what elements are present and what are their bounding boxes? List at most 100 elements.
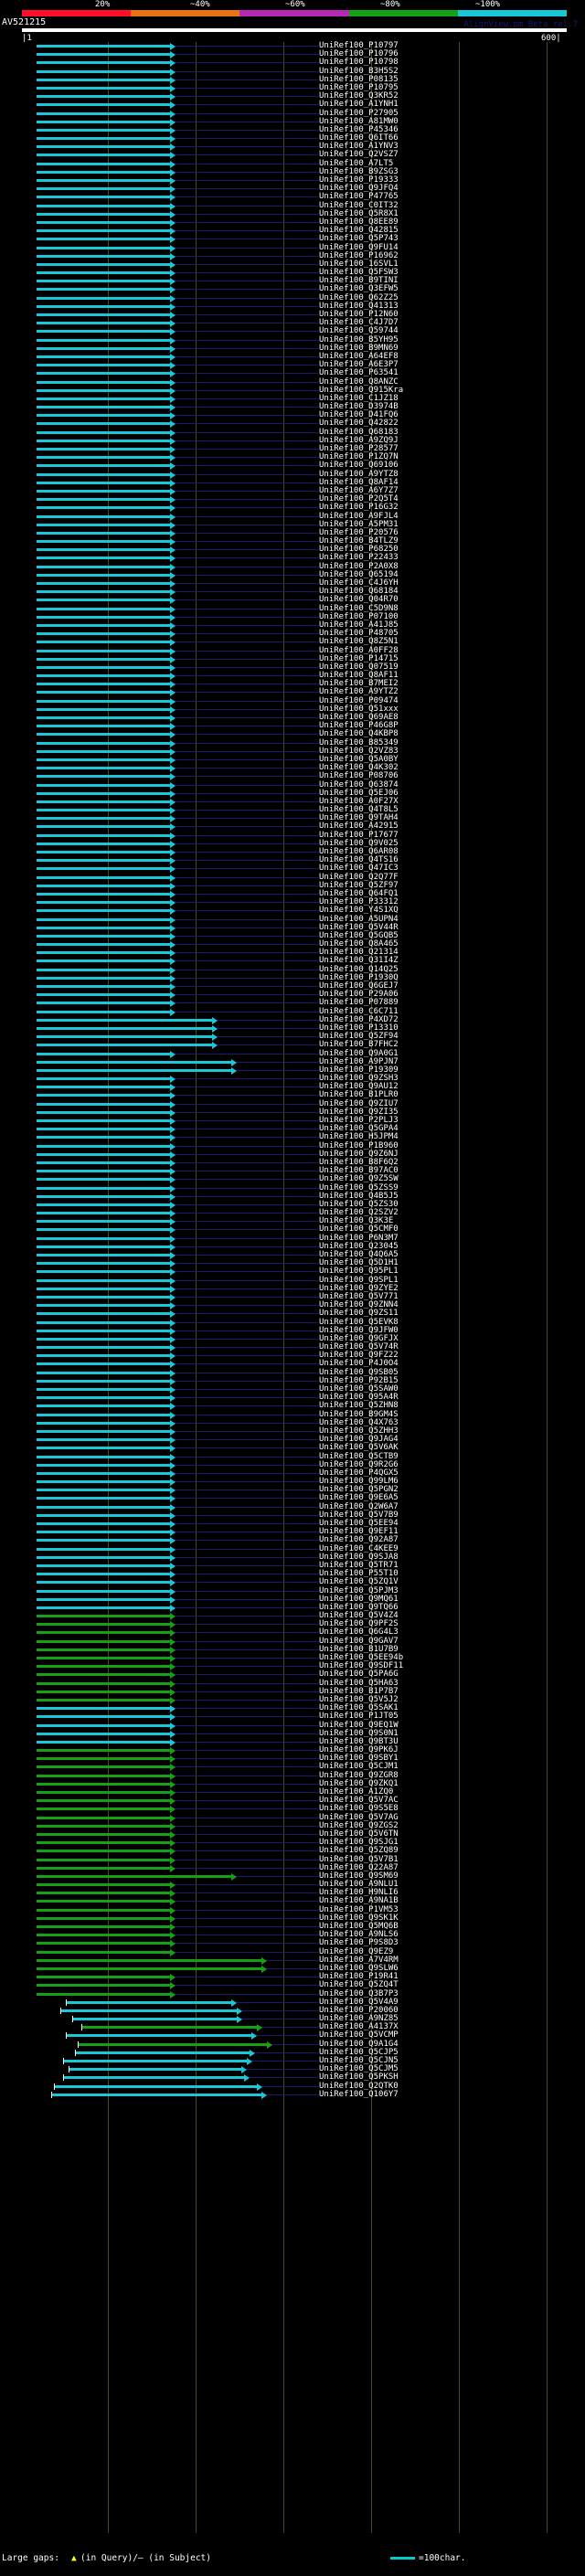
hit-label[interactable]: UniRef100_D41FQ6: [319, 410, 399, 420]
hit-bar[interactable]: [37, 1639, 170, 1643]
table-row[interactable]: UniRef100_A1ZQ0: [0, 1787, 585, 1797]
hit-label[interactable]: UniRef100_C4J6YH: [319, 578, 399, 588]
table-row[interactable]: UniRef100_B3H5S2: [0, 67, 585, 76]
hit-label[interactable]: UniRef100_Q5ZF97: [319, 880, 399, 890]
hit-label[interactable]: UniRef100_Q22A87: [319, 1862, 399, 1872]
hit-bar[interactable]: [37, 120, 170, 123]
hit-label[interactable]: UniRef100_Q42822: [319, 419, 399, 429]
table-row[interactable]: UniRef100_Q9SDF11: [0, 1661, 585, 1671]
hit-bar[interactable]: [37, 1900, 170, 1903]
hit-label[interactable]: UniRef100_Q8AF14: [319, 477, 399, 487]
hit-bar[interactable]: [37, 45, 170, 48]
table-row[interactable]: UniRef100_Q5V7B9: [0, 1511, 585, 1520]
hit-label[interactable]: UniRef100_B7FHC2: [319, 1040, 399, 1050]
table-row[interactable]: UniRef100_Q8A465: [0, 939, 585, 949]
hit-label[interactable]: UniRef100_B1U7B9: [319, 1644, 399, 1654]
hit-bar[interactable]: [37, 1522, 170, 1525]
table-row[interactable]: UniRef100_Q3B7P3: [0, 1988, 585, 1998]
hit-label[interactable]: UniRef100_A5PM31: [319, 519, 399, 529]
hit-label[interactable]: UniRef100_Q3B7P3: [319, 1988, 399, 1998]
hit-label[interactable]: UniRef100_B5YH95: [319, 334, 399, 345]
hit-label[interactable]: UniRef100_Q5CJN5: [319, 2056, 399, 2065]
hit-bar[interactable]: [37, 397, 170, 400]
table-row[interactable]: UniRef100_Q9GFJX: [0, 1334, 585, 1343]
hit-bar[interactable]: [37, 448, 170, 451]
hit-bar[interactable]: [37, 61, 170, 65]
table-row[interactable]: UniRef100_Q5ZSS9: [0, 1182, 585, 1193]
table-row[interactable]: UniRef100_P27905: [0, 109, 585, 118]
hit-label[interactable]: UniRef100_Q9ZGS2: [319, 1820, 399, 1830]
table-row[interactable]: UniRef100_C4J7D7: [0, 318, 585, 328]
table-row[interactable]: UniRef100_A9FJL4: [0, 512, 585, 521]
hit-label[interactable]: UniRef100_Q23045: [319, 1241, 399, 1251]
table-row[interactable]: UniRef100_A9NA1B: [0, 1896, 585, 1906]
hit-bar[interactable]: [37, 1110, 170, 1114]
hit-label[interactable]: UniRef100_Q5ZSS9: [319, 1182, 399, 1193]
table-row[interactable]: UniRef100_Q5EE94: [0, 1519, 585, 1528]
hit-bar[interactable]: [37, 1908, 170, 1912]
hit-bar[interactable]: [37, 1010, 170, 1013]
hit-label[interactable]: UniRef100_Q14Q25: [319, 964, 399, 974]
hit-bar[interactable]: [37, 1094, 170, 1097]
table-row[interactable]: UniRef100_Q9PF2S: [0, 1619, 585, 1629]
hit-label[interactable]: UniRef100_A6Y7Z7: [319, 485, 399, 495]
hit-label[interactable]: UniRef100_B85349: [319, 737, 399, 747]
table-row[interactable]: UniRef100_P2PLJ3: [0, 1116, 585, 1125]
hit-label[interactable]: UniRef100_Q8A465: [319, 939, 399, 949]
hit-label[interactable]: UniRef100_Q9BT3U: [319, 1736, 399, 1746]
hit-label[interactable]: UniRef100_Q2VSZ7: [319, 150, 399, 160]
hit-label[interactable]: UniRef100_P48705: [319, 629, 399, 639]
hit-bar[interactable]: [37, 204, 170, 207]
hit-label[interactable]: UniRef100_Q4Q6A5: [319, 1250, 399, 1259]
hit-label[interactable]: UniRef100_P17677: [319, 830, 399, 840]
table-row[interactable]: UniRef100_P20576: [0, 528, 585, 537]
table-row[interactable]: UniRef100_C6C711: [0, 1007, 585, 1016]
hit-label[interactable]: UniRef100_B7MEI2: [319, 679, 399, 689]
hit-bar[interactable]: [37, 1429, 170, 1433]
hit-bar[interactable]: [37, 1657, 170, 1659]
table-row[interactable]: UniRef100_Q5D1H1: [0, 1258, 585, 1268]
hit-bar[interactable]: [37, 1723, 170, 1727]
table-row[interactable]: UniRef100_Q69106: [0, 461, 585, 471]
hit-label[interactable]: UniRef100_Q9SJG1: [319, 1838, 399, 1848]
hit-label[interactable]: UniRef100_Q9JFQ4: [319, 184, 399, 194]
hit-label[interactable]: UniRef100_P10795: [319, 82, 399, 92]
hit-bar[interactable]: [37, 1228, 170, 1232]
hit-bar[interactable]: [60, 2009, 237, 2012]
hit-label[interactable]: UniRef100_Q95PL1: [319, 1267, 399, 1277]
table-row[interactable]: UniRef100_P46G8P: [0, 721, 585, 731]
hit-bar[interactable]: [37, 1749, 170, 1753]
table-row[interactable]: UniRef100_Q5R8X1: [0, 209, 585, 218]
hit-bar[interactable]: [37, 103, 170, 107]
table-row[interactable]: UniRef100_B9TINI: [0, 276, 585, 286]
table-row[interactable]: UniRef100_H5JPM4: [0, 1132, 585, 1142]
table-row[interactable]: UniRef100_A5PM31: [0, 519, 585, 529]
hit-label[interactable]: UniRef100_Y4S1XQ: [319, 906, 399, 916]
hit-bar[interactable]: [37, 825, 170, 829]
hit-bar[interactable]: [37, 1976, 170, 1979]
hit-label[interactable]: UniRef100_Q5EJ06: [319, 788, 399, 798]
table-row[interactable]: UniRef100_C5D9N8: [0, 604, 585, 613]
table-row[interactable]: UniRef100_Q5ZF97: [0, 880, 585, 890]
table-row[interactable]: UniRef100_H9NLI6: [0, 1888, 585, 1898]
hit-label[interactable]: UniRef100_P29A06: [319, 990, 399, 1000]
hit-bar[interactable]: [37, 623, 170, 627]
hit-bar[interactable]: [37, 346, 170, 350]
table-row[interactable]: UniRef100_Q915Kra: [0, 386, 585, 395]
hit-bar[interactable]: [37, 1304, 170, 1308]
hit-label[interactable]: UniRef100_Q106Y7: [319, 2089, 399, 2099]
hit-label[interactable]: UniRef100_P09474: [319, 695, 399, 705]
table-row[interactable]: UniRef100_P1930Q: [0, 973, 585, 982]
hit-label[interactable]: UniRef100_Q3EFW5: [319, 284, 399, 294]
hit-bar[interactable]: [37, 1086, 170, 1089]
hit-label[interactable]: UniRef100_P10798: [319, 58, 399, 68]
hit-bar[interactable]: [37, 1934, 170, 1937]
hit-bar[interactable]: [37, 767, 170, 770]
table-row[interactable]: UniRef100_Q9SM69: [0, 1871, 585, 1881]
hit-bar[interactable]: [37, 1346, 170, 1350]
hit-bar[interactable]: [81, 2026, 257, 2030]
hit-bar[interactable]: [37, 1950, 170, 1954]
hit-bar[interactable]: [37, 1531, 170, 1534]
table-row[interactable]: UniRef100_Q5FSW3: [0, 268, 585, 278]
hit-label[interactable]: UniRef100_Q9SBY1: [319, 1754, 399, 1764]
